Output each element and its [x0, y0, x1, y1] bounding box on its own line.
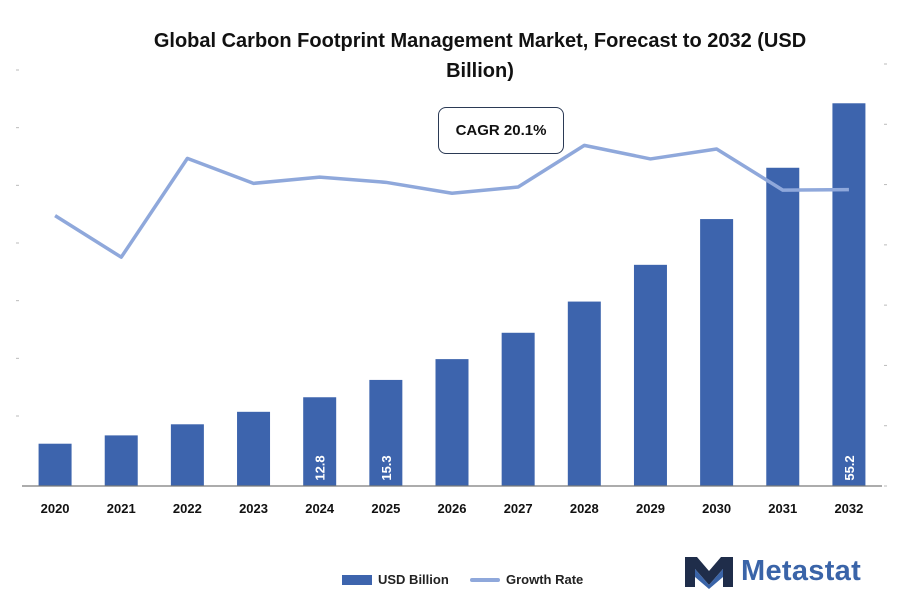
legend-label-line: Growth Rate [506, 572, 584, 587]
bar-data-label: 15.3 [379, 455, 394, 480]
bar-2020 [38, 443, 72, 486]
bar-2023 [237, 411, 271, 486]
bar-2026 [435, 359, 469, 486]
legend-swatch-line [470, 577, 500, 582]
x-tick-label: 2020 [41, 501, 70, 516]
x-tick-label: 2030 [702, 501, 731, 516]
legend-label-bars: USD Billion [378, 572, 449, 587]
metastat-logo-icon [685, 557, 733, 589]
bar-2022 [170, 424, 204, 486]
bar-data-label: 55.2 [842, 455, 857, 480]
bar-2031 [766, 167, 800, 486]
legend-item-bars: USD Billion [342, 572, 449, 587]
x-tick-label: 2022 [173, 501, 202, 516]
x-tick-label: 2021 [107, 501, 136, 516]
legend-swatch-bars [342, 574, 372, 585]
brand-name: Metastat [741, 554, 862, 587]
bar-2030 [700, 219, 734, 487]
legend-item-line: Growth Rate [470, 572, 583, 587]
x-tick-label: 2031 [768, 501, 797, 516]
x-tick-label: 2026 [438, 501, 467, 516]
cagr-annotation: CAGR 20.1% [438, 107, 564, 154]
bar-2021 [104, 435, 138, 486]
brand-logo: Metastat [683, 553, 861, 589]
x-tick-label: 2024 [305, 501, 335, 516]
bar-2032 [832, 103, 866, 486]
x-tick-label: 2027 [504, 501, 533, 516]
x-tick-label: 2029 [636, 501, 665, 516]
bar-2024 [303, 397, 337, 486]
bar-2028 [567, 301, 601, 486]
chart-title: Global Carbon Footprint Management Marke… [153, 30, 807, 82]
x-tick-label: 2028 [570, 501, 599, 516]
bar-2025 [369, 379, 403, 486]
x-tick-label: 2025 [371, 501, 400, 516]
x-tick-label: 2032 [834, 501, 863, 516]
x-tick-label: 2023 [239, 501, 268, 516]
bar-data-label: 12.8 [313, 455, 328, 480]
bar-2029 [633, 264, 667, 486]
bar-2027 [501, 332, 535, 486]
